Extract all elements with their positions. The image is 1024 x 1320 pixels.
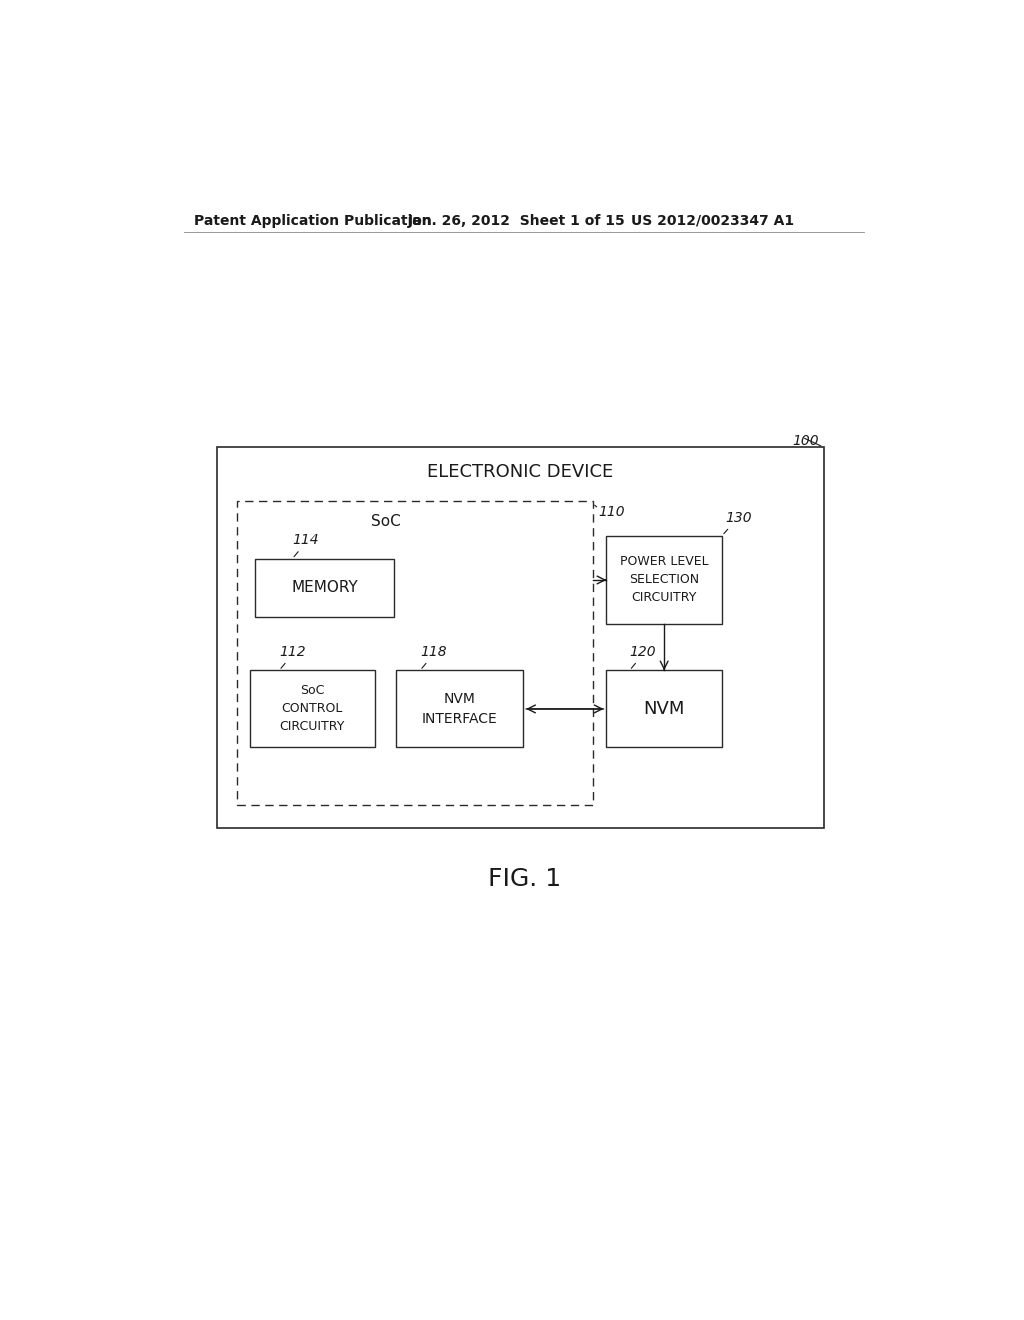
Bar	[255, 558, 394, 616]
Text: NVM
INTERFACE: NVM INTERFACE	[422, 692, 498, 726]
Bar	[217, 447, 823, 829]
Text: 110: 110	[599, 506, 626, 519]
Bar	[250, 671, 375, 747]
Bar	[606, 536, 722, 624]
Text: 130: 130	[725, 511, 752, 525]
Text: US 2012/0023347 A1: US 2012/0023347 A1	[631, 214, 795, 228]
Text: 120: 120	[630, 645, 656, 659]
Text: Jan. 26, 2012  Sheet 1 of 15: Jan. 26, 2012 Sheet 1 of 15	[408, 214, 626, 228]
Text: Patent Application Publication: Patent Application Publication	[194, 214, 431, 228]
Text: 114: 114	[292, 533, 318, 548]
Text: SoC: SoC	[372, 515, 401, 529]
Text: ELECTRONIC DEVICE: ELECTRONIC DEVICE	[427, 462, 613, 480]
Text: MEMORY: MEMORY	[291, 581, 358, 595]
Bar	[606, 671, 722, 747]
Bar	[237, 502, 593, 805]
Text: FIG. 1: FIG. 1	[488, 867, 561, 891]
Text: SoC
CONTROL
CIRCUITRY: SoC CONTROL CIRCUITRY	[280, 685, 345, 734]
Text: 112: 112	[280, 645, 306, 659]
Text: POWER LEVEL
SELECTION
CIRCUITRY: POWER LEVEL SELECTION CIRCUITRY	[620, 556, 709, 605]
Bar	[396, 671, 523, 747]
Text: NVM: NVM	[643, 700, 685, 718]
Text: 100: 100	[793, 434, 819, 447]
Text: 118: 118	[420, 645, 446, 659]
